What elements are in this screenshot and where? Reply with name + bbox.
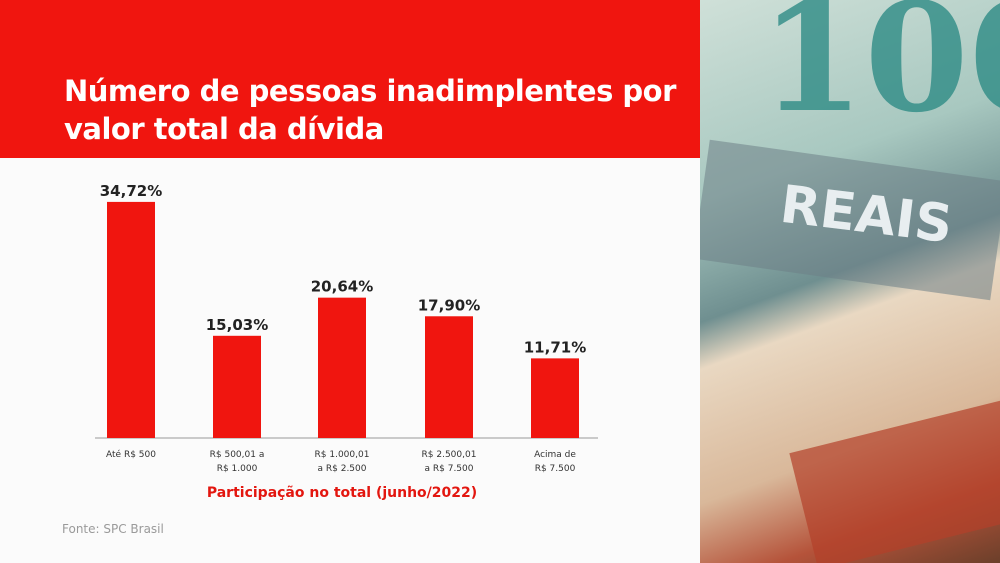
category-label: Até R$ 500 — [106, 449, 156, 460]
value-label: 17,90% — [418, 296, 480, 314]
category-label: a R$ 2.500 — [318, 464, 367, 474]
bar — [213, 335, 261, 438]
note-value: 100 — [760, 0, 1000, 146]
category-label: R$ 500,01 a — [210, 450, 265, 460]
bar — [425, 316, 473, 438]
value-label: 15,03% — [206, 316, 268, 334]
value-label: 20,64% — [311, 278, 373, 296]
bar-chart: 34,72% Até R$ 500 15,03% R$ 500,01 a R$ 1.00… — [95, 182, 598, 501]
category-label: R$ 1.000,01 — [315, 450, 370, 460]
banknote-photo: 100 REAIS — [700, 0, 1000, 563]
category-label: R$ 1.000 — [217, 464, 258, 474]
bar — [531, 358, 579, 438]
bar — [318, 297, 366, 438]
title-banner — [0, 0, 700, 158]
bar — [107, 201, 155, 438]
chart-title: Número de pessoas inadimplentes por valo… — [64, 74, 676, 146]
value-label: 11,71% — [524, 338, 586, 356]
category-label: R$ 2.500,01 — [422, 450, 477, 460]
category-label: R$ 7.500 — [535, 464, 576, 474]
x-axis-label: Participação no total (junho/2022) — [207, 485, 477, 501]
category-label: a R$ 7.500 — [425, 464, 474, 474]
value-label: 34,72% — [100, 182, 162, 200]
source-note: Fonte: SPC Brasil — [62, 522, 164, 536]
category-label: Acima de — [534, 450, 576, 460]
